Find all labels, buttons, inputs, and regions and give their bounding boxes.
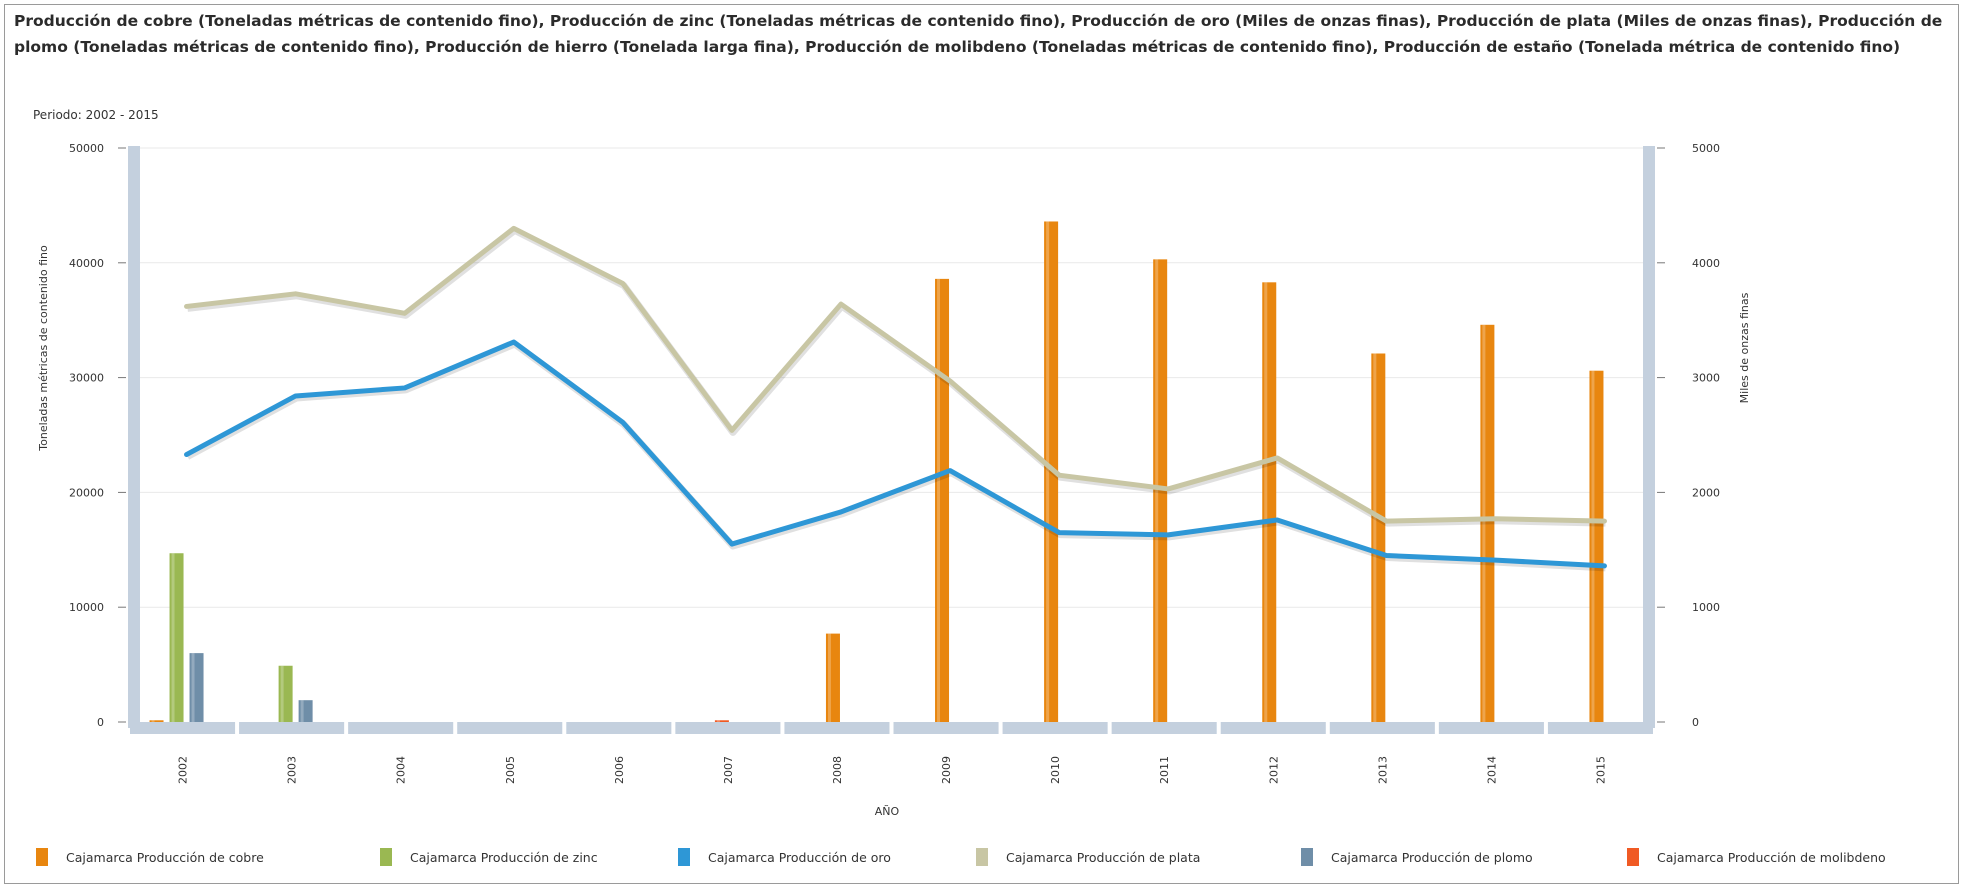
- line-shadow-plata: [187, 226, 1606, 527]
- y-tick-label: 0: [97, 716, 104, 729]
- bar-shine: [716, 720, 720, 722]
- bar-plomo-2002: [189, 653, 204, 722]
- y-tick-label: 20000: [69, 486, 104, 499]
- y-tick-label: 40000: [69, 257, 104, 270]
- period-label: Periodo: 2002 - 2015: [33, 108, 159, 122]
- bar-cobre-2008: [825, 633, 840, 722]
- bar-plomo-2003: [298, 700, 313, 722]
- bar-shine: [151, 720, 155, 722]
- gridlines: [128, 147, 1655, 608]
- bar-shine: [300, 700, 304, 722]
- y-tick-label: 30000: [69, 372, 104, 385]
- x-tick-label: 2002: [177, 756, 190, 784]
- x-tick-label: 2010: [1049, 756, 1062, 784]
- x-axis-segment: [130, 722, 236, 734]
- x-axis-segment: [784, 722, 890, 734]
- x-axis-segment: [239, 722, 345, 734]
- bar-cobre-2011: [1153, 259, 1168, 722]
- x-axis-label: AÑO: [875, 805, 900, 818]
- bar-series: [149, 221, 1604, 723]
- x-axis-segment: [348, 722, 454, 734]
- bar-zinc-2003: [278, 665, 293, 722]
- y2-tick-label: 3000: [1692, 372, 1720, 385]
- x-axis-segment: [457, 722, 563, 734]
- legend-swatch: [976, 848, 988, 866]
- y-tick-label: 50000: [69, 142, 104, 155]
- x-axis-segment: [1438, 722, 1544, 734]
- bar-cobre-2009: [935, 278, 950, 722]
- bar-cobre-2014: [1480, 324, 1495, 722]
- bar-shine: [280, 665, 284, 722]
- x-axis-segment: [1002, 722, 1108, 734]
- bar-shine: [191, 653, 195, 722]
- legend-swatch: [380, 848, 392, 866]
- legend-label: Cajamarca Producción de cobre: [66, 850, 264, 865]
- line-plata: [184, 225, 1607, 524]
- y-axis-bar: [128, 146, 140, 728]
- bar-shine: [1155, 259, 1159, 722]
- bar-cobre-2002: [149, 720, 164, 722]
- legend-swatch: [678, 848, 690, 866]
- y2-tick-label: 1000: [1692, 601, 1720, 614]
- y-axis-label: Toneladas métricas de contenido fino: [37, 245, 50, 452]
- legend-swatch: [36, 848, 48, 866]
- bar-zinc-2002: [169, 553, 184, 722]
- y-tick-label: 10000: [69, 601, 104, 614]
- y2-tick-label: 0: [1692, 716, 1699, 729]
- bar-cobre-2010: [1044, 221, 1059, 723]
- x-tick-label: 2012: [1267, 756, 1280, 784]
- legend-swatch: [1627, 848, 1639, 866]
- x-axis-segment: [675, 722, 781, 734]
- bar-shine: [827, 633, 831, 722]
- x-tick-label: 2006: [613, 756, 626, 784]
- y2-axis-label: Miles de onzas finas: [1738, 292, 1751, 403]
- y2-axis-bar: [1643, 146, 1655, 728]
- bar-shine: [171, 553, 175, 722]
- x-tick-label: 2009: [940, 756, 953, 784]
- x-tick-label: 2004: [395, 756, 408, 784]
- y2-tick-label: 2000: [1692, 486, 1720, 499]
- bar-shine: [1373, 353, 1377, 722]
- legend-swatch: [1301, 848, 1313, 866]
- bar-shine: [1264, 282, 1268, 722]
- bar-molibdeno-2007: [714, 720, 729, 722]
- x-axis-segment: [1111, 722, 1217, 734]
- bar-cobre-2013: [1371, 353, 1386, 722]
- legend-label: Cajamarca Producción de oro: [708, 850, 891, 865]
- bar-shine: [1046, 221, 1050, 723]
- legend-label: Cajamarca Producción de plomo: [1331, 850, 1533, 865]
- line-oro: [184, 339, 1607, 569]
- bar-shine: [937, 278, 941, 722]
- y2-tick-label: 4000: [1692, 257, 1720, 270]
- line-series: [184, 225, 1607, 572]
- x-axis-segment: [893, 722, 999, 734]
- bar-shine: [1482, 324, 1486, 722]
- legend-label: Cajamarca Producción de plata: [1006, 850, 1200, 865]
- bar-cobre-2015: [1589, 370, 1604, 722]
- x-axis-segment: [1220, 722, 1326, 734]
- x-tick-label: 2014: [1485, 756, 1498, 784]
- x-tick-label: 2011: [1158, 756, 1171, 784]
- chart-frame: [4, 4, 1959, 884]
- x-axis-segment: [1329, 722, 1435, 734]
- x-tick-label: 2003: [286, 756, 299, 784]
- legend: Cajamarca Producción de cobre Cajamarca P…: [36, 848, 1886, 866]
- x-tick-label: 2013: [1376, 756, 1389, 784]
- x-tick-label: 2015: [1594, 756, 1607, 784]
- chart-title: Producción de cobre (Toneladas métricas …: [14, 12, 1943, 56]
- x-axis-segment: [566, 722, 672, 734]
- x-axis-segment: [1547, 722, 1653, 734]
- x-tick-label: 2007: [722, 756, 735, 784]
- tick-labels: 0 10000 20000 30000 40000 50000 0 1000 2000 3000 4…: [69, 142, 1720, 784]
- x-tick-label: 2005: [504, 756, 517, 784]
- bar-shine: [1591, 370, 1595, 722]
- x-tick-label: 2008: [831, 756, 844, 784]
- legend-label: Cajamarca Producción de molibdeno: [1657, 850, 1886, 865]
- legend-label: Cajamarca Producción de zinc: [410, 850, 598, 865]
- bar-cobre-2012: [1262, 282, 1277, 722]
- y2-tick-label: 5000: [1692, 142, 1720, 155]
- axes: [118, 146, 1665, 734]
